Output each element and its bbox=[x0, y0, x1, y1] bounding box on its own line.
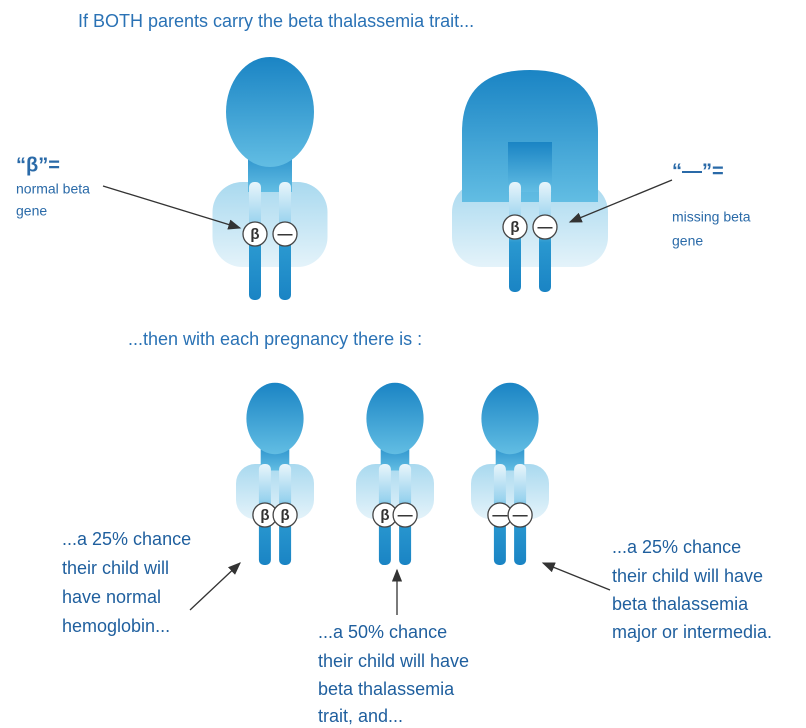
legend-text: gene bbox=[16, 203, 47, 219]
person: β— bbox=[452, 70, 608, 292]
caption: ...a 50% chance their child will have be… bbox=[318, 622, 469, 726]
caption-line: beta thalassemia bbox=[612, 594, 749, 614]
allele: — bbox=[513, 507, 528, 524]
legend-symbol: “—”= bbox=[672, 160, 724, 182]
caption-line: their child will have bbox=[612, 566, 763, 586]
allele: β bbox=[380, 507, 389, 524]
caption-line: ...a 50% chance bbox=[318, 622, 447, 642]
allele: — bbox=[538, 219, 553, 236]
caption-line: their child will bbox=[62, 558, 169, 578]
head bbox=[366, 383, 423, 455]
arrow bbox=[543, 563, 610, 590]
person: β— bbox=[213, 57, 328, 300]
person: —— bbox=[471, 383, 549, 565]
caption: ...a 25% chance their child will have be… bbox=[612, 537, 772, 642]
allele: β bbox=[250, 226, 259, 243]
legend-text: normal beta bbox=[16, 181, 90, 197]
person: β— bbox=[356, 383, 434, 565]
allele: β bbox=[281, 507, 290, 524]
legend-text: gene bbox=[672, 233, 703, 249]
title: If BOTH parents carry the beta thalassem… bbox=[78, 11, 474, 31]
subtitle: ...then with each pregnancy there is : bbox=[128, 329, 422, 349]
head bbox=[226, 57, 314, 167]
caption-line: beta thalassemia bbox=[318, 679, 455, 699]
legend-symbol: “β”= bbox=[16, 154, 60, 176]
head bbox=[246, 383, 303, 455]
caption: ...a 25% chance their child will have no… bbox=[62, 529, 191, 636]
caption-line: ...a 25% chance bbox=[612, 537, 741, 557]
caption-line: trait, and... bbox=[318, 706, 403, 726]
allele: — bbox=[398, 507, 413, 524]
allele: β bbox=[260, 507, 269, 524]
caption-line: major or intermedia. bbox=[612, 622, 772, 642]
allele: — bbox=[492, 507, 507, 524]
caption-line: their child will have bbox=[318, 651, 469, 671]
caption-line: hemoglobin... bbox=[62, 616, 170, 636]
caption-line: have normal bbox=[62, 587, 161, 607]
arrow bbox=[190, 563, 240, 610]
diagram: β—β—βββ——— If BOTH parents carry the bet… bbox=[0, 0, 806, 728]
legend-text: missing beta bbox=[672, 209, 751, 225]
allele: — bbox=[278, 226, 293, 243]
caption-line: ...a 25% chance bbox=[62, 529, 191, 549]
head bbox=[481, 383, 538, 455]
allele: β bbox=[510, 219, 519, 236]
